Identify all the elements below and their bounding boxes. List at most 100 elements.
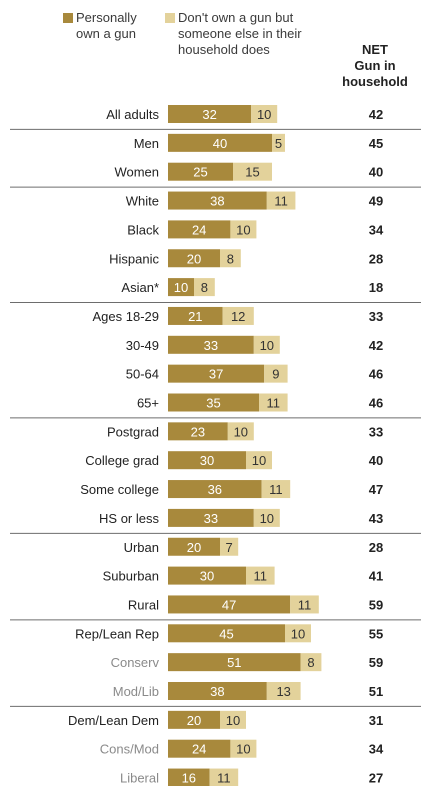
value-label-personal: 23: [191, 424, 205, 439]
value-label-personal: 16: [182, 771, 196, 786]
net-value: 51: [369, 684, 383, 699]
row-label: 30-49: [126, 338, 159, 353]
value-label-personal: 33: [204, 338, 218, 353]
row-label: Women: [114, 165, 159, 180]
bar-other: [266, 191, 296, 210]
row-label: Men: [134, 136, 159, 151]
row-label: Mod/Lib: [113, 684, 159, 699]
row-label: White: [126, 194, 159, 209]
value-label-other: 8: [201, 280, 208, 295]
bar-personal: [168, 508, 254, 527]
value-label-personal: 20: [187, 251, 201, 266]
value-label-personal: 21: [188, 309, 202, 324]
value-label-personal: 36: [208, 482, 222, 497]
row-label: Dem/Lean Dem: [68, 713, 159, 728]
value-label-other: 8: [227, 251, 234, 266]
value-label-personal: 38: [210, 684, 224, 699]
row-label: Suburban: [103, 569, 159, 584]
net-value: 42: [369, 107, 383, 122]
net-value: 40: [369, 165, 383, 180]
value-label-other: 10: [226, 713, 240, 728]
bar-other: [220, 537, 239, 556]
row-label: Liberal: [120, 771, 159, 786]
row-label: Postgrad: [107, 424, 159, 439]
net-column-header: NET Gun in household: [342, 42, 408, 89]
bar-other: [209, 768, 239, 786]
bar-personal: [168, 537, 220, 556]
bar-other: [290, 595, 319, 614]
bar-other: [220, 710, 246, 729]
value-label-personal: 45: [219, 626, 233, 641]
bar-personal: [168, 710, 220, 729]
bar-other: [246, 451, 272, 470]
row-label: 50-64: [126, 367, 159, 382]
value-label-personal: 47: [222, 597, 236, 612]
net-value: 42: [369, 338, 383, 353]
net-value: 33: [369, 424, 383, 439]
row-label: Hispanic: [109, 251, 159, 266]
value-label-other: 10: [257, 107, 271, 122]
net-value: 40: [369, 453, 383, 468]
net-value: 46: [369, 367, 383, 382]
value-label-other: 11: [217, 771, 231, 786]
value-label-other: 13: [276, 684, 290, 699]
row-label: Rep/Lean Rep: [75, 626, 159, 641]
row-label: Ages 18-29: [93, 309, 160, 324]
net-value: 46: [369, 396, 383, 411]
bar-other: [253, 335, 280, 354]
bar-other: [259, 393, 288, 412]
row-label: Rural: [128, 597, 159, 612]
bar-personal: [168, 422, 228, 441]
value-label-personal: 51: [227, 655, 241, 670]
value-label-personal: 24: [192, 742, 206, 757]
net-value: 55: [369, 626, 383, 641]
value-label-other: 5: [275, 136, 282, 151]
bar-personal: [168, 566, 246, 585]
value-label-personal: 33: [204, 511, 218, 526]
row-label: HS or less: [99, 511, 159, 526]
net-value: 59: [369, 597, 383, 612]
row-label: All adults: [106, 107, 159, 122]
bar-personal: [168, 191, 267, 210]
value-label-other: 10: [291, 626, 305, 641]
net-value: 18: [369, 280, 383, 295]
row-label: Conserv: [111, 655, 160, 670]
value-label-personal: 38: [210, 194, 224, 209]
value-label-other: 10: [236, 222, 250, 237]
bar-other: [222, 306, 254, 325]
bar-other: [285, 624, 311, 643]
value-label-other: 10: [236, 742, 250, 757]
net-value: 43: [369, 511, 383, 526]
bar-personal: [168, 451, 246, 470]
bar-other: [253, 508, 280, 527]
bar-personal: [168, 133, 272, 152]
bar-personal: [168, 105, 252, 123]
value-label-other: 10: [234, 424, 248, 439]
value-label-other: 11: [274, 194, 288, 209]
row-label: Some college: [80, 482, 159, 497]
bar-personal: [168, 306, 223, 325]
value-label-other: 11: [269, 482, 283, 497]
net-value: 28: [369, 251, 383, 266]
bar-personal: [168, 393, 259, 412]
row-label: Asian*: [121, 280, 159, 295]
row-label: 65+: [137, 396, 159, 411]
value-label-other: 11: [267, 396, 281, 411]
bar-other: [230, 739, 257, 758]
bar-personal: [168, 595, 291, 614]
value-label-personal: 37: [209, 367, 223, 382]
bar-other: [230, 220, 257, 239]
bar-personal: [168, 624, 285, 643]
net-value: 34: [369, 222, 384, 237]
legend-label-other: Don't own a gun but someone else in thei…: [178, 10, 302, 57]
net-value: 33: [369, 309, 383, 324]
net-value: 27: [369, 771, 383, 786]
bar-personal: [168, 335, 254, 354]
net-value: 31: [369, 713, 383, 728]
bar-other: [220, 249, 241, 268]
bar-personal: [168, 162, 233, 181]
net-value: 28: [369, 540, 383, 555]
value-label-personal: 20: [187, 540, 201, 555]
value-label-personal: 24: [192, 222, 206, 237]
